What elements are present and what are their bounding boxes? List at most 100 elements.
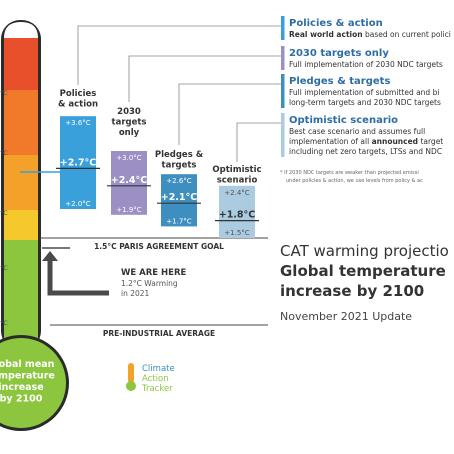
- high-value-label: +3.6°C: [65, 119, 90, 127]
- category-label: & action: [58, 100, 98, 110]
- reference-line-label: PRE-INDUSTRIAL AVERAGE: [103, 329, 215, 338]
- footnote-line1: * If 2030 NDC targets are weaker than pr…: [280, 170, 419, 176]
- connector-line: [236, 122, 281, 162]
- category-label: targets: [162, 161, 197, 171]
- low-value-label: +2.0°C: [65, 200, 90, 208]
- legend-description-segment: implementation of all: [289, 137, 372, 146]
- climate-action-tracker-logo: Climate Action Tracker: [126, 363, 175, 394]
- legend-description-segment: including net zero targets, LTSs and NDC: [289, 147, 442, 156]
- legend-description-segment: long-term targets and 2030 NDC targets: [289, 98, 441, 107]
- range-bar: [161, 174, 197, 227]
- central-value-label: +2.4°C: [111, 175, 148, 186]
- legend-title: Optimistic scenario: [289, 115, 398, 126]
- category-label: 2030: [117, 107, 141, 117]
- thermometer-band: [4, 90, 38, 155]
- legend-title: Pledges & targets: [289, 76, 390, 87]
- legend-description: Best case scenario and assumes full: [289, 127, 425, 136]
- central-value-label: +1.8°C: [219, 210, 256, 221]
- legend-title: 2030 targets only: [289, 48, 389, 59]
- we-are-here-line2: in 2021: [121, 289, 150, 298]
- thermometer-tick-label: °C: [0, 209, 8, 217]
- category-label: Optimistic: [212, 165, 261, 175]
- legend-title: Policies & action: [289, 18, 383, 29]
- range-bar: [111, 151, 147, 215]
- logo-thermometer-icon: [128, 363, 134, 383]
- thermometer-bulb-label: Global mean: [0, 359, 55, 370]
- thermometer-band: [4, 240, 38, 350]
- bar-group: +3.6°C +2.7°C +2.0°C Policies& action: [56, 89, 100, 209]
- thermometer-tick-label: °C: [0, 149, 8, 157]
- legend-description-segment: Full implementation of submitted and bi: [289, 88, 439, 97]
- legend-color-swatch: [281, 74, 285, 108]
- range-bar: [219, 185, 255, 238]
- thermometer-tick-label: °C: [0, 89, 8, 97]
- legend-color-swatch: [281, 113, 285, 157]
- connector-line: [128, 55, 281, 102]
- legend-description-segment: Real world action: [289, 30, 363, 39]
- thermometer-bulb-label: increase: [0, 382, 44, 393]
- connector-line: [178, 83, 281, 145]
- reference-lines: 1.5°C PARIS AGREEMENT GOAL PRE-INDUSTRIAL…: [20, 171, 268, 338]
- heading-line4: November 2021 Update: [280, 310, 412, 323]
- legend-description-segment: Best case scenario and assumes full: [289, 127, 425, 136]
- low-value-label: +1.5°C: [224, 229, 249, 237]
- heading: CAT warming projectio Global temperature…: [280, 242, 449, 323]
- low-value-label: +1.9°C: [116, 206, 141, 214]
- thermometer-bulb: [0, 338, 66, 428]
- thermometer-band: [4, 155, 38, 210]
- we-are-here-line1: 1.2°C Warming: [121, 279, 178, 288]
- legend-description: Full implementation of submitted and bi: [289, 88, 439, 97]
- legend-description: Real world action based on current polic…: [289, 30, 451, 39]
- logo-line2: Action: [142, 374, 169, 384]
- thermometer-band: [4, 38, 38, 90]
- legend-description-segment: target: [418, 137, 443, 146]
- legend-connectors: [77, 25, 281, 162]
- legend-color-swatch: [281, 16, 285, 40]
- legend-color-swatch: [281, 46, 285, 70]
- range-bar: [60, 116, 96, 209]
- high-value-label: +2.4°C: [224, 189, 249, 197]
- we-are-here-title: WE ARE HERE: [121, 268, 186, 278]
- central-value-label: +2.1°C: [161, 192, 198, 203]
- reference-line-label: 1.5°C PARIS AGREEMENT GOAL: [94, 242, 224, 251]
- connector-line: [77, 25, 281, 85]
- category-label: Policies: [60, 89, 97, 99]
- category-label: only: [119, 128, 140, 138]
- we-are-here-arrow: [47, 257, 109, 296]
- category-label: scenario: [217, 176, 258, 186]
- category-label: targets: [112, 118, 147, 128]
- low-value-label: +1.7°C: [166, 217, 191, 225]
- legend-description-segment: based on current polici: [363, 30, 451, 39]
- legend-description: including net zero targets, LTSs and NDC: [289, 147, 442, 156]
- logo-bulb-icon: [126, 381, 136, 391]
- high-value-label: +3.0°C: [116, 154, 141, 162]
- legend-description-segment: Full implementation of 2030 NDC targets: [289, 60, 443, 69]
- logo-line3: Tracker: [141, 384, 173, 394]
- thermometer: Global meantemperatureincreaseby 2100 °C °…: [0, 20, 69, 431]
- thermometer-cap: [4, 22, 38, 38]
- heading-line3: increase by 2100: [280, 282, 424, 300]
- bar-group: +2.6°C +2.1°C +1.7°C Pledges &targets: [155, 150, 204, 227]
- legend-description: long-term targets and 2030 NDC targets: [289, 98, 441, 107]
- high-value-label: +2.6°C: [166, 177, 191, 185]
- thermometer-tick-label: °C: [0, 264, 8, 272]
- footnote-line2: under policies & action, we use levels f…: [286, 178, 423, 184]
- heading-line2: Global temperature: [280, 262, 446, 280]
- category-label: Pledges &: [155, 150, 204, 160]
- thermometer-bulb-label: by 2100: [0, 394, 43, 405]
- we-are-here-arrowhead: [42, 251, 58, 261]
- central-value-label: +2.7°C: [60, 157, 97, 168]
- thermometer-band: [4, 210, 38, 240]
- heading-line1: CAT warming projectio: [280, 242, 449, 260]
- legend-description: Full implementation of 2030 NDC targets: [289, 60, 443, 69]
- scenario-bars: +3.6°C +2.7°C +2.0°C Policies& action +3.0°C…: [56, 89, 262, 238]
